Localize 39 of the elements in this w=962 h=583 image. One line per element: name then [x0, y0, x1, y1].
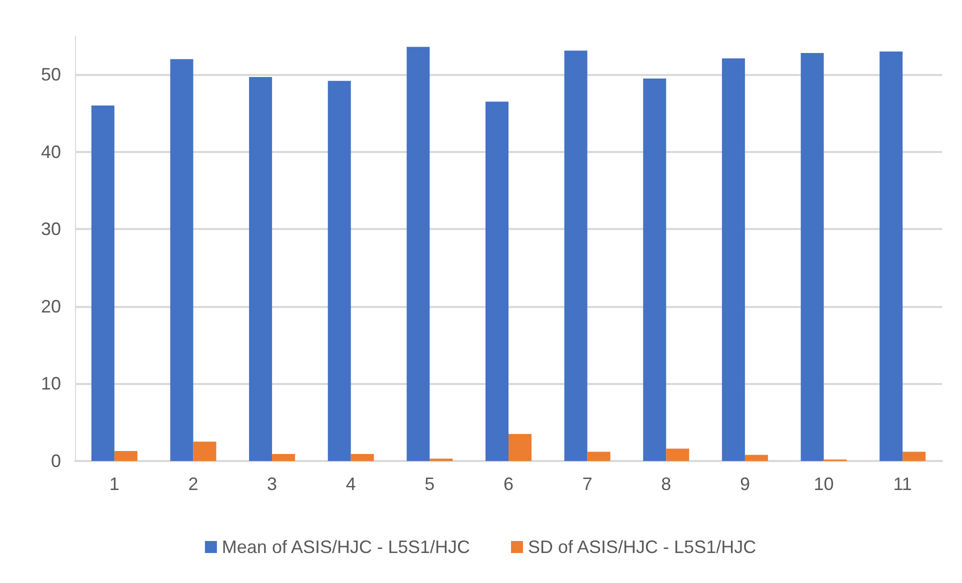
bar — [722, 58, 745, 461]
legend-label: Mean of ASIS/HJC - L5S1/HJC — [222, 537, 470, 557]
bar — [587, 452, 610, 461]
x-tick-label: 9 — [740, 474, 750, 494]
bar — [800, 53, 824, 461]
bar — [170, 59, 194, 461]
bar — [272, 454, 296, 461]
bar — [350, 454, 374, 461]
y-tick-label: 20 — [40, 296, 61, 316]
x-tick-label: 8 — [661, 474, 672, 494]
bar — [249, 76, 272, 461]
legend-label: SD of ASIS/HJC - L5S1/HJC — [528, 537, 756, 557]
bar — [508, 434, 532, 461]
y-tick-label: 50 — [40, 64, 61, 85]
bar — [643, 78, 666, 461]
bar — [744, 454, 768, 461]
bar — [406, 46, 430, 461]
x-tick-label: 4 — [346, 474, 356, 494]
x-tick-label: 10 — [814, 474, 834, 494]
y-tick-label: 40 — [40, 142, 61, 162]
y-tick-label: 10 — [40, 374, 61, 394]
y-tick-label: 30 — [40, 219, 61, 240]
bar — [91, 106, 114, 461]
y-tick-label: 0 — [50, 451, 61, 471]
bar — [114, 450, 138, 461]
x-tick-label: 3 — [267, 474, 278, 494]
x-tick-label: 7 — [582, 474, 592, 494]
bar — [486, 102, 508, 461]
bar — [328, 80, 351, 461]
x-tick-label: 11 — [893, 474, 912, 494]
bar — [902, 452, 926, 461]
bar — [193, 442, 216, 461]
x-tick-label: 5 — [424, 474, 435, 494]
bar — [880, 51, 903, 461]
x-tick-label: 2 — [188, 474, 198, 494]
x-tick-label: 1 — [109, 474, 120, 494]
x-tick-label: 6 — [503, 474, 514, 494]
bar — [564, 50, 588, 461]
bar — [666, 448, 690, 461]
